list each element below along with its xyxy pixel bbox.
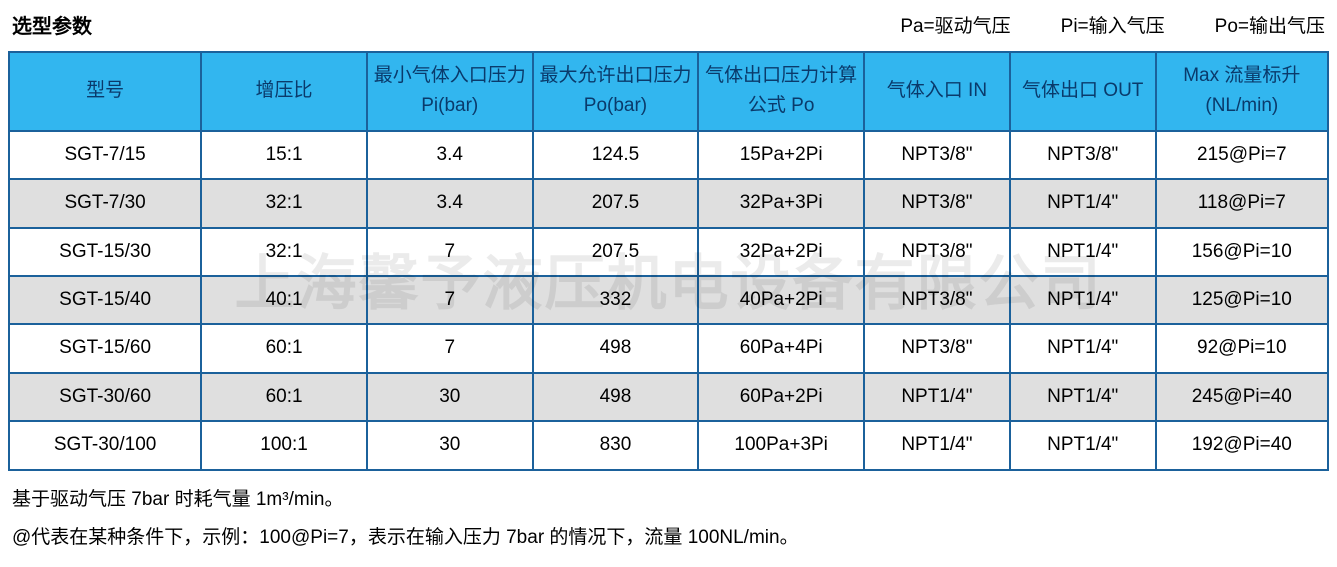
cell-ratio: 15:1 xyxy=(201,131,367,179)
cell-ratio: 60:1 xyxy=(201,324,367,372)
col-header-ratio: 增压比 xyxy=(201,52,367,131)
cell-max-po: 498 xyxy=(533,373,699,421)
cell-min-pi: 30 xyxy=(367,373,533,421)
note-line-2: @代表在某种条件下，示例：100@Pi=7，表示在输入压力 7bar 的情况下，… xyxy=(12,519,1325,557)
cell-flow: 156@Pi=10 xyxy=(1156,228,1328,276)
table-row: SGT-7/15 15:1 3.4 124.5 15Pa+2Pi NPT3/8"… xyxy=(9,131,1328,179)
cell-in: NPT1/4" xyxy=(864,421,1010,469)
cell-max-po: 124.5 xyxy=(533,131,699,179)
cell-min-pi: 7 xyxy=(367,324,533,372)
cell-min-pi: 30 xyxy=(367,421,533,469)
legend-pi: Pi=输入气压 xyxy=(1061,11,1165,38)
cell-min-pi: 7 xyxy=(367,276,533,324)
cell-max-po: 498 xyxy=(533,324,699,372)
cell-formula: 32Pa+3Pi xyxy=(698,179,864,227)
cell-model: SGT-15/30 xyxy=(9,228,201,276)
cell-min-pi: 7 xyxy=(367,228,533,276)
legend-pa: Pa=驱动气压 xyxy=(900,11,1010,38)
cell-formula: 40Pa+2Pi xyxy=(698,276,864,324)
cell-in: NPT3/8" xyxy=(864,276,1010,324)
cell-out: NPT1/4" xyxy=(1010,421,1156,469)
col-header-formula: 气体出口压力计算公式 Po xyxy=(698,52,864,131)
cell-out: NPT1/4" xyxy=(1010,179,1156,227)
cell-flow: 118@Pi=7 xyxy=(1156,179,1328,227)
note-line-1: 基于驱动气压 7bar 时耗气量 1m³/min。 xyxy=(12,481,1325,519)
legend: Pa=驱动气压 Pi=输入气压 Po=输出气压 xyxy=(900,11,1325,38)
cell-ratio: 40:1 xyxy=(201,276,367,324)
cell-formula: 32Pa+2Pi xyxy=(698,228,864,276)
table-row: SGT-7/30 32:1 3.4 207.5 32Pa+3Pi NPT3/8"… xyxy=(9,179,1328,227)
cell-formula: 100Pa+3Pi xyxy=(698,421,864,469)
cell-formula: 60Pa+2Pi xyxy=(698,373,864,421)
table-row: SGT-15/30 32:1 7 207.5 32Pa+2Pi NPT3/8" … xyxy=(9,228,1328,276)
cell-min-pi: 3.4 xyxy=(367,179,533,227)
notes: 基于驱动气压 7bar 时耗气量 1m³/min。 @代表在某种条件下，示例：1… xyxy=(8,481,1329,557)
col-header-in: 气体入口 IN xyxy=(864,52,1010,131)
col-header-flow: Max 流量标升 (NL/min) xyxy=(1156,52,1328,131)
cell-model: SGT-15/60 xyxy=(9,324,201,372)
cell-max-po: 830 xyxy=(533,421,699,469)
cell-model: SGT-15/40 xyxy=(9,276,201,324)
cell-ratio: 32:1 xyxy=(201,228,367,276)
cell-flow: 215@Pi=7 xyxy=(1156,131,1328,179)
table-row: SGT-30/100 100:1 30 830 100Pa+3Pi NPT1/4… xyxy=(9,421,1328,469)
cell-out: NPT1/4" xyxy=(1010,228,1156,276)
table-row: SGT-15/40 40:1 7 332 40Pa+2Pi NPT3/8" NP… xyxy=(9,276,1328,324)
cell-flow: 192@Pi=40 xyxy=(1156,421,1328,469)
header-row: 选型参数 Pa=驱动气压 Pi=输入气压 Po=输出气压 xyxy=(8,10,1329,39)
spec-table: 型号 增压比 最小气体入口压力 Pi(bar) 最大允许出口压力 Po(bar)… xyxy=(8,51,1329,471)
table-row: SGT-15/60 60:1 7 498 60Pa+4Pi NPT3/8" NP… xyxy=(9,324,1328,372)
legend-po: Po=输出气压 xyxy=(1215,11,1325,38)
cell-out: NPT1/4" xyxy=(1010,276,1156,324)
cell-model: SGT-7/30 xyxy=(9,179,201,227)
table-row: SGT-30/60 60:1 30 498 60Pa+2Pi NPT1/4" N… xyxy=(9,373,1328,421)
cell-out: NPT3/8" xyxy=(1010,131,1156,179)
cell-in: NPT3/8" xyxy=(864,228,1010,276)
cell-model: SGT-30/100 xyxy=(9,421,201,469)
cell-flow: 92@Pi=10 xyxy=(1156,324,1328,372)
table-body: SGT-7/15 15:1 3.4 124.5 15Pa+2Pi NPT3/8"… xyxy=(9,131,1328,470)
cell-in: NPT3/8" xyxy=(864,179,1010,227)
cell-min-pi: 3.4 xyxy=(367,131,533,179)
table-header-row: 型号 增压比 最小气体入口压力 Pi(bar) 最大允许出口压力 Po(bar)… xyxy=(9,52,1328,131)
cell-formula: 15Pa+2Pi xyxy=(698,131,864,179)
cell-out: NPT1/4" xyxy=(1010,373,1156,421)
cell-ratio: 100:1 xyxy=(201,421,367,469)
cell-max-po: 207.5 xyxy=(533,228,699,276)
col-header-max-po: 最大允许出口压力 Po(bar) xyxy=(533,52,699,131)
cell-max-po: 207.5 xyxy=(533,179,699,227)
cell-ratio: 32:1 xyxy=(201,179,367,227)
cell-flow: 245@Pi=40 xyxy=(1156,373,1328,421)
cell-ratio: 60:1 xyxy=(201,373,367,421)
cell-out: NPT1/4" xyxy=(1010,324,1156,372)
cell-max-po: 332 xyxy=(533,276,699,324)
col-header-out: 气体出口 OUT xyxy=(1010,52,1156,131)
cell-formula: 60Pa+4Pi xyxy=(698,324,864,372)
cell-model: SGT-7/15 xyxy=(9,131,201,179)
cell-flow: 125@Pi=10 xyxy=(1156,276,1328,324)
cell-in: NPT3/8" xyxy=(864,324,1010,372)
col-header-model: 型号 xyxy=(9,52,201,131)
cell-in: NPT3/8" xyxy=(864,131,1010,179)
page-title: 选型参数 xyxy=(12,10,92,39)
col-header-min-pi: 最小气体入口压力 Pi(bar) xyxy=(367,52,533,131)
cell-in: NPT1/4" xyxy=(864,373,1010,421)
cell-model: SGT-30/60 xyxy=(9,373,201,421)
